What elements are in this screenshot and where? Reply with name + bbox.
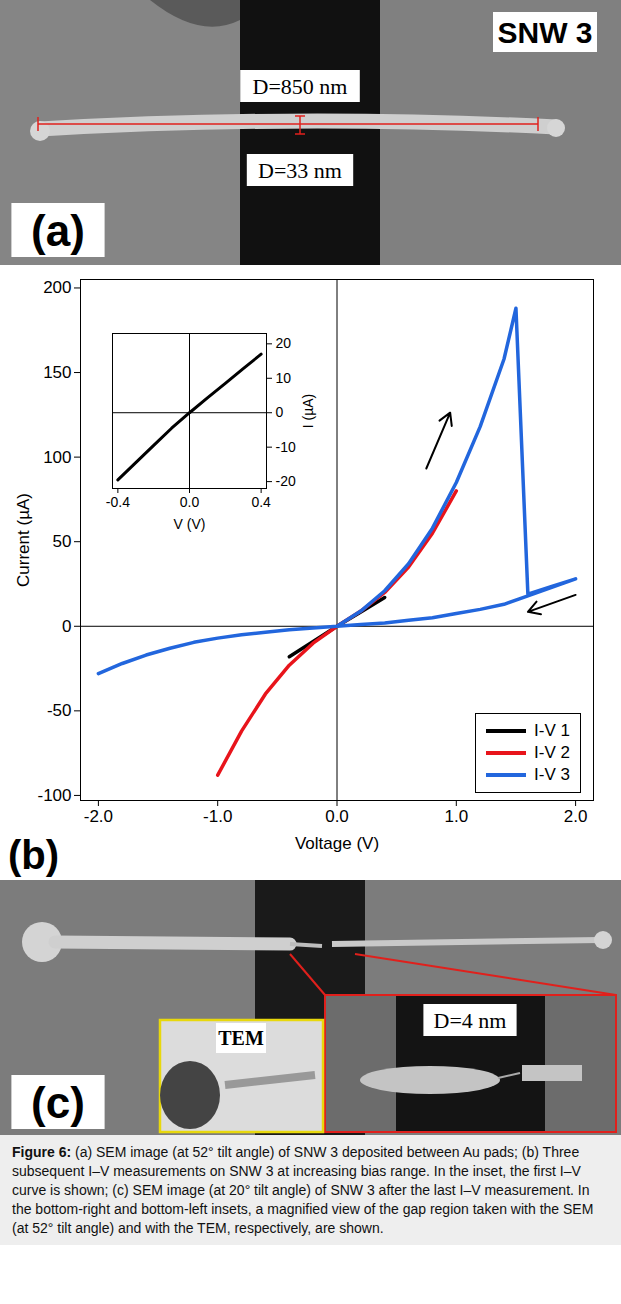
html-text:I-V 3: I-V 3 [534, 765, 570, 784]
svg-text:0.4: 0.4 [251, 494, 271, 510]
svg-text:-2.0: -2.0 [84, 807, 113, 826]
html-text:I-V 2: I-V 2 [534, 743, 570, 762]
svg-text:I (µA): I (µA) [300, 394, 316, 429]
svg-text:-10: -10 [276, 439, 296, 455]
svg-text:D=33 nm: D=33 nm [258, 158, 342, 183]
svg-text:0.0: 0.0 [180, 494, 200, 510]
svg-text:0: 0 [62, 617, 71, 636]
svg-text:-20: -20 [276, 473, 296, 489]
svg-text:SNW 3: SNW 3 [497, 16, 592, 49]
svg-text:50: 50 [53, 532, 72, 551]
html-text:(b): (b) [8, 833, 60, 877]
svg-text:-50: -50 [47, 701, 72, 720]
svg-text:(c): (c) [31, 1078, 85, 1127]
svg-text:Current (µA): Current (µA) [14, 493, 33, 587]
svg-text:D=4 nm: D=4 nm [434, 1008, 507, 1033]
svg-text:10: 10 [276, 370, 292, 386]
svg-text:TEM: TEM [218, 1027, 264, 1049]
html-text:Figure 6: (a) SEM image (at 52: Figure 6: (a) SEM image (at 52° tilt ang… [12, 1144, 594, 1236]
svg-text:D=850 nm: D=850 nm [253, 74, 348, 99]
svg-text:(a): (a) [31, 206, 85, 255]
svg-text:0: 0 [276, 404, 284, 420]
svg-text:100: 100 [43, 448, 71, 467]
svg-text:V (V): V (V) [174, 516, 206, 532]
html-text:I-V 1: I-V 1 [534, 721, 570, 740]
svg-text:Voltage (V): Voltage (V) [295, 834, 379, 853]
svg-text:-100: -100 [37, 786, 71, 805]
svg-text:2.0: 2.0 [564, 807, 588, 826]
svg-text:200: 200 [43, 278, 71, 297]
svg-text:-1.0: -1.0 [203, 807, 232, 826]
svg-text:-0.4: -0.4 [106, 494, 130, 510]
svg-text:150: 150 [43, 363, 71, 382]
svg-text:20: 20 [276, 335, 292, 351]
svg-text:0.0: 0.0 [325, 807, 349, 826]
svg-text:1.0: 1.0 [444, 807, 468, 826]
